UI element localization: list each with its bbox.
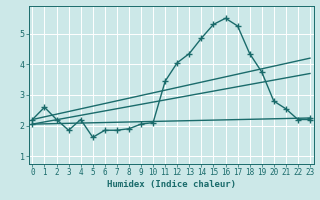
X-axis label: Humidex (Indice chaleur): Humidex (Indice chaleur) (107, 180, 236, 189)
